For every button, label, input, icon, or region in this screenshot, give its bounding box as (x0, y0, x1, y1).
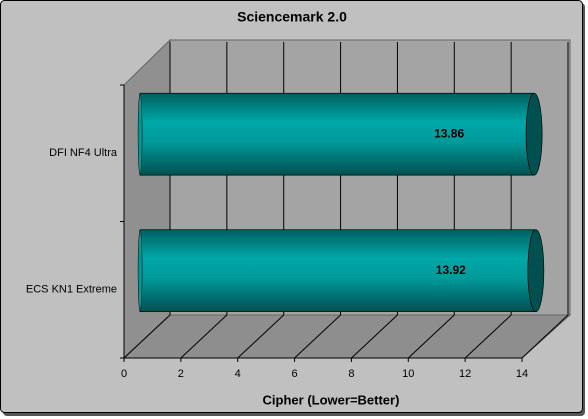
x-tick-label: 0 (121, 368, 127, 380)
x-tick-label: 10 (402, 368, 414, 380)
value-label: 13.92 (436, 263, 466, 277)
bar-start (137, 93, 143, 176)
x-tick-label: 6 (292, 368, 298, 380)
grid-line (521, 314, 569, 359)
x-axis-title: Cipher (Lower=Better) (263, 392, 400, 407)
x-tick-label: 14 (516, 368, 528, 380)
grid-line (237, 314, 285, 359)
grid-line (351, 314, 398, 359)
grid-line (294, 314, 341, 359)
grid-line (407, 314, 455, 359)
y-tick-label: DFI NF4 Ultra (49, 147, 118, 159)
y-tick-label: ECS KN1 Extreme (26, 284, 117, 296)
bar (139, 92, 535, 176)
grid-line (180, 314, 228, 359)
bar-end (527, 229, 545, 313)
chart-title: Sciencemark 2.0 (237, 9, 347, 25)
x-tick-label: 12 (459, 368, 471, 380)
bar-end (525, 92, 543, 176)
grid-line (123, 314, 171, 359)
grid-line (464, 314, 512, 359)
floor (122, 314, 572, 359)
value-label: 13.86 (434, 126, 464, 140)
bar (139, 229, 537, 313)
bar-start (137, 229, 143, 312)
x-tick-label: 4 (235, 368, 241, 380)
x-tick-label: 2 (178, 368, 184, 380)
x-tick-label: 8 (348, 368, 354, 380)
bars (137, 92, 545, 313)
